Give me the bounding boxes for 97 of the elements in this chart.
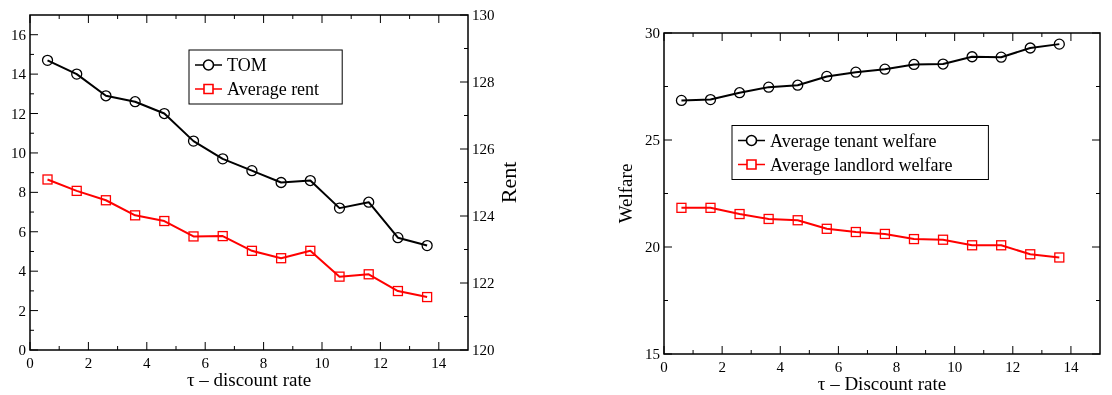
- legend-label: TOM: [227, 55, 267, 75]
- y2-tick-label: 120: [472, 342, 495, 358]
- y2-tick-label: 122: [472, 275, 495, 291]
- x-tick-label: 4: [143, 355, 152, 371]
- point: [879, 228, 891, 240]
- y2-tick-label: 124: [472, 208, 495, 224]
- point: [734, 208, 745, 220]
- point: [1053, 38, 1065, 50]
- point: [705, 202, 716, 213]
- y-tick-label: 2: [18, 302, 26, 319]
- point: [100, 90, 112, 102]
- y-tick-label: 10: [11, 144, 26, 161]
- x-tick-label: 14: [431, 355, 447, 371]
- point: [995, 51, 1007, 63]
- point: [71, 185, 82, 197]
- point: [187, 135, 200, 147]
- point: [704, 93, 717, 106]
- point: [129, 96, 141, 108]
- point: [821, 223, 832, 234]
- point: [792, 79, 804, 91]
- x-axis-title: τ – discount rate: [186, 369, 312, 390]
- point: [217, 153, 229, 165]
- x-tick-label: 6: [201, 355, 210, 371]
- point: [821, 70, 833, 83]
- point: [41, 54, 54, 66]
- point: [1024, 42, 1036, 54]
- point: [333, 202, 346, 214]
- point: [275, 176, 287, 189]
- y-tick-label: 4: [18, 263, 27, 280]
- point: [792, 215, 803, 226]
- x-tick-label: 6: [834, 359, 843, 375]
- x-tick-label: 2: [718, 359, 726, 375]
- y2-tick-label: 126: [472, 141, 495, 157]
- point: [158, 107, 170, 120]
- point: [334, 271, 345, 282]
- point: [304, 174, 316, 187]
- point: [42, 174, 53, 185]
- y-tick-label: 16: [11, 26, 27, 43]
- point: [966, 51, 978, 63]
- y-tick-label: 8: [18, 184, 26, 201]
- y-tick-label: 12: [11, 105, 26, 122]
- point: [996, 240, 1007, 251]
- point: [275, 253, 287, 264]
- point: [100, 195, 112, 206]
- x-tick-label: 14: [1063, 359, 1079, 375]
- x-tick-label: 12: [372, 355, 388, 371]
- x-tick-label: 10: [947, 359, 963, 375]
- point: [305, 245, 316, 256]
- point: [392, 232, 404, 244]
- point: [363, 196, 375, 208]
- x-tick-label: 12: [1005, 359, 1021, 375]
- x-tick-label: 8: [892, 359, 901, 375]
- point: [908, 233, 920, 245]
- point: [676, 202, 687, 213]
- point: [675, 94, 688, 107]
- point: [850, 226, 861, 238]
- point: [763, 213, 774, 225]
- point: [850, 66, 862, 78]
- point: [392, 285, 404, 297]
- legend-label: Average landlord welfare: [770, 154, 953, 175]
- x-tick-label: 10: [314, 355, 330, 371]
- point: [421, 291, 433, 303]
- point: [246, 165, 258, 177]
- x-axis-title: τ – Discount rate: [817, 373, 947, 394]
- y-tick-label: 15: [645, 346, 660, 362]
- point: [421, 239, 433, 252]
- point: [908, 58, 920, 71]
- point: [71, 68, 83, 80]
- point: [1025, 249, 1036, 260]
- y-tick-label: 14: [11, 66, 27, 83]
- x-tick-label: 8: [259, 355, 268, 371]
- y-tick-label: 0: [18, 342, 26, 358]
- y2-tick-label: 128: [472, 74, 495, 90]
- x-tick-label: 4: [776, 359, 785, 375]
- point: [217, 230, 228, 242]
- point: [159, 215, 170, 227]
- point: [188, 231, 199, 242]
- x-tick-label: 2: [84, 355, 93, 371]
- y-tick-label: 25: [645, 132, 660, 148]
- point: [879, 63, 891, 75]
- y-tick-label: 6: [18, 223, 27, 240]
- point: [966, 240, 978, 251]
- point: [363, 269, 374, 280]
- point: [246, 245, 258, 256]
- point: [733, 87, 746, 99]
- y-axis-title: Welfare: [615, 163, 636, 224]
- point: [1054, 252, 1065, 263]
- y-tick-label: 30: [645, 25, 660, 41]
- y-tick-label: 20: [645, 239, 660, 255]
- legend-label: Average tenant welfare: [770, 130, 937, 151]
- point: [762, 81, 775, 93]
- y2-tick-label: 130: [472, 7, 495, 23]
- point: [937, 58, 949, 70]
- legend-label: Average rent: [227, 79, 320, 99]
- point: [937, 234, 949, 245]
- y2-axis-title: Rent: [496, 161, 521, 204]
- point: [129, 210, 141, 221]
